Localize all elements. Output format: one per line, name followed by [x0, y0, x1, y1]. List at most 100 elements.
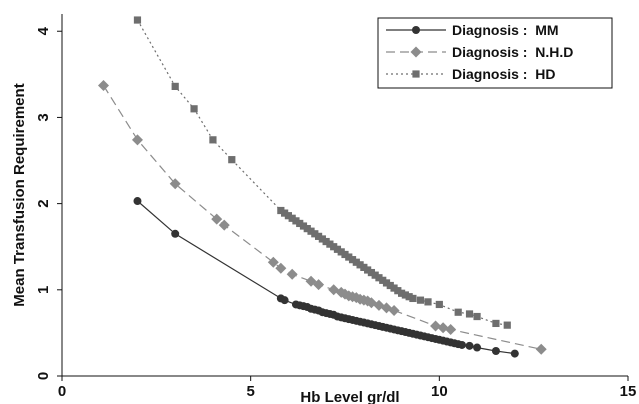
y-tick-label: 3	[35, 113, 52, 121]
data-point	[275, 262, 287, 274]
data-point	[437, 322, 449, 334]
data-point	[296, 219, 304, 228]
series-layer	[98, 16, 547, 358]
data-point	[352, 258, 360, 266]
data-point	[409, 294, 417, 303]
data-point	[303, 225, 311, 233]
data-point	[133, 16, 142, 24]
data-point	[171, 82, 179, 90]
data-point	[416, 296, 425, 304]
x-tick-label: 10	[431, 383, 448, 400]
y-tick-label: 1	[35, 286, 52, 294]
series-3	[133, 16, 511, 329]
legend: Diagnosis : MM Diagnosis : N.H.D Diagnosis…	[377, 17, 613, 89]
legend-item: Diagnosis : HD	[386, 66, 555, 82]
data-point	[281, 209, 289, 217]
data-point	[313, 279, 325, 291]
data-point	[322, 237, 330, 246]
data-point	[348, 256, 357, 264]
data-point	[382, 279, 391, 287]
data-point	[280, 296, 289, 305]
data-point	[171, 229, 180, 238]
data-point	[292, 217, 300, 225]
data-point	[364, 266, 372, 274]
y-tick-label: 4	[35, 26, 52, 35]
data-point	[535, 343, 547, 355]
data-point	[371, 271, 379, 279]
data-point	[98, 80, 110, 92]
legend-swatch-marker	[412, 26, 420, 34]
data-point	[386, 281, 394, 290]
x-tick-label: 15	[620, 383, 637, 400]
data-point	[394, 287, 402, 295]
data-point	[341, 250, 349, 259]
data-point	[330, 243, 338, 251]
data-point	[445, 323, 457, 335]
x-axis-title: Hb Level gr/dl	[300, 389, 399, 404]
data-point	[465, 310, 474, 318]
data-point	[218, 219, 230, 231]
data-point	[492, 319, 500, 328]
data-point	[454, 308, 462, 316]
data-point	[379, 276, 387, 284]
data-point	[169, 178, 181, 190]
data-point	[503, 321, 511, 329]
data-point	[345, 253, 353, 261]
data-point	[367, 268, 376, 277]
data-point	[333, 245, 342, 253]
data-point	[401, 291, 409, 299]
data-point	[337, 248, 345, 256]
data-point	[286, 268, 298, 280]
x-tick-label: 0	[58, 383, 66, 400]
data-point	[465, 341, 474, 350]
data-point	[457, 340, 466, 349]
data-point	[356, 261, 364, 269]
data-point	[390, 284, 398, 292]
data-point	[314, 232, 323, 240]
data-point	[288, 214, 296, 222]
data-point	[211, 213, 223, 225]
y-tick-label: 2	[35, 199, 52, 207]
x-tick-label: 5	[246, 383, 254, 400]
data-point	[435, 300, 443, 309]
data-point	[473, 312, 481, 321]
y-axis-title: Mean Transfusion Requirement	[11, 83, 28, 306]
data-point	[299, 222, 308, 230]
ticks-layer: 0 5 10 15 0 1 2 3 4	[35, 26, 636, 400]
data-point	[388, 304, 400, 316]
series-1	[133, 197, 519, 358]
data-point	[491, 347, 500, 356]
data-point	[209, 136, 217, 144]
data-point	[510, 349, 519, 358]
data-point	[133, 197, 142, 206]
legend-label: Diagnosis : MM	[452, 22, 559, 38]
legend-swatch-marker	[412, 70, 420, 78]
legend-label: Diagnosis : N.H.D	[452, 44, 573, 60]
data-point	[326, 240, 334, 248]
data-point	[424, 298, 432, 306]
y-tick-label: 0	[35, 372, 52, 380]
data-point	[398, 289, 406, 297]
axes-layer	[61, 14, 628, 377]
data-point	[311, 230, 319, 238]
data-point	[375, 274, 383, 282]
data-point	[228, 156, 236, 164]
legend-swatch-marker	[410, 46, 422, 58]
legend-label: Diagnosis : HD	[452, 66, 555, 82]
data-point	[277, 206, 285, 215]
legend-items: Diagnosis : MM Diagnosis : N.H.D Diagnosis…	[386, 22, 573, 82]
data-point	[360, 263, 368, 271]
data-point	[318, 235, 326, 243]
data-point	[284, 212, 292, 220]
data-point	[131, 134, 143, 146]
series-2	[98, 80, 547, 355]
legend-item: Diagnosis : N.H.D	[386, 44, 573, 60]
legend-item: Diagnosis : MM	[386, 22, 559, 38]
data-point	[190, 105, 198, 113]
data-point	[430, 320, 442, 332]
data-point	[405, 293, 413, 301]
data-point	[473, 343, 482, 352]
data-point	[267, 256, 279, 268]
data-point	[307, 227, 315, 235]
